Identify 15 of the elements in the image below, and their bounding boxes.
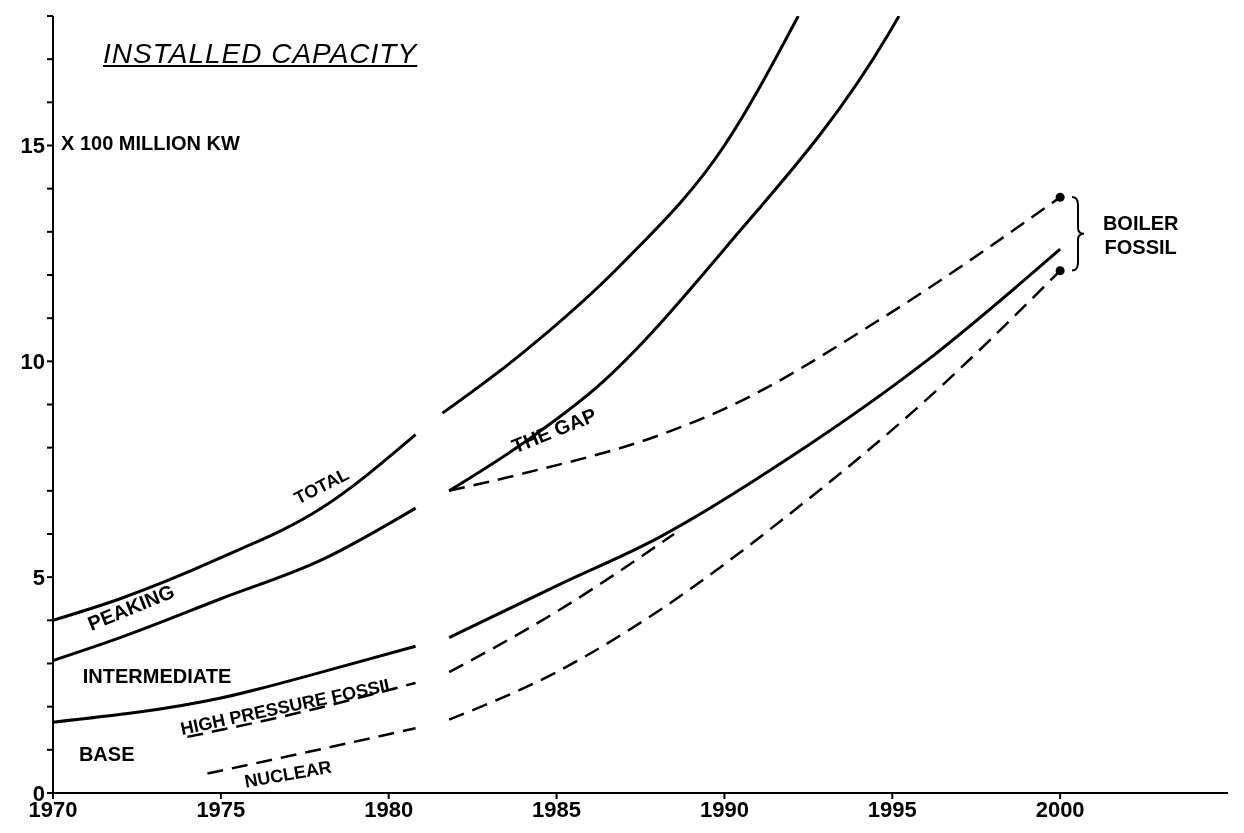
x-tick-label: 1980: [364, 796, 414, 822]
annotation: BOILER FOSSIL: [1102, 211, 1180, 258]
x-tick-label: 1990: [699, 796, 749, 822]
text: NUCLEAR: [242, 756, 334, 792]
text: INSTALLED CAPACITY: [103, 38, 418, 70]
y-tick-label: 10: [20, 349, 45, 375]
annotation: BASE: [78, 742, 135, 765]
x-tick-label: 2000: [1035, 796, 1085, 822]
y-axis-title: X 100 MILLION KW: [61, 131, 240, 155]
x-tick-label: 1975: [196, 796, 246, 822]
y-tick-label: 5: [32, 564, 45, 590]
x-tick-label: 1985: [532, 796, 582, 822]
x-tick-label: 1995: [867, 796, 917, 822]
y-tick-label: 15: [20, 133, 45, 159]
annotation: INTERMEDIATE: [82, 664, 232, 687]
